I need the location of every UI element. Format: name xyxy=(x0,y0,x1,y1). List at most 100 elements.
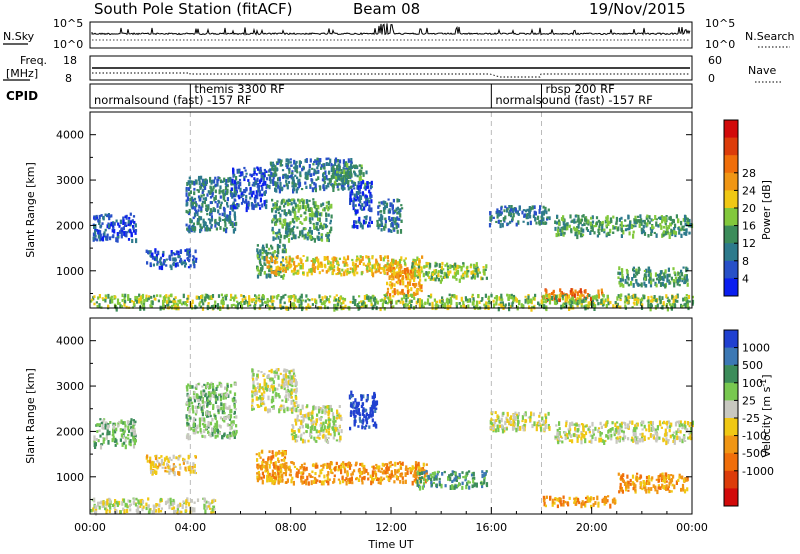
colorbar-tick-label: 12 xyxy=(742,237,756,250)
range-cell xyxy=(279,452,282,455)
range-cell xyxy=(508,294,511,299)
range-cell xyxy=(284,248,287,254)
range-cell xyxy=(364,195,367,199)
range-cell xyxy=(643,219,646,225)
range-cell xyxy=(569,300,572,304)
range-cell xyxy=(648,278,651,284)
range-cell xyxy=(272,163,275,168)
range-cell xyxy=(273,270,276,275)
range-cell xyxy=(259,300,262,303)
range-cell xyxy=(224,406,227,410)
range-cell xyxy=(682,266,685,269)
range-cell xyxy=(589,221,592,224)
range-cell xyxy=(251,407,254,411)
range-cell xyxy=(265,199,268,204)
range-cell xyxy=(506,293,509,297)
range-cell xyxy=(376,262,380,267)
range-cell xyxy=(363,303,366,308)
range-cell xyxy=(222,403,225,408)
range-cell xyxy=(584,300,587,303)
range-cell xyxy=(414,463,418,468)
range-cell xyxy=(328,182,331,185)
range-cell xyxy=(582,294,585,297)
range-cell xyxy=(264,407,267,411)
range-cell xyxy=(358,203,361,207)
range-cell xyxy=(182,301,185,305)
range-cell xyxy=(262,394,265,399)
range-cell xyxy=(164,469,167,473)
range-cell xyxy=(469,265,472,269)
range-cell xyxy=(192,260,195,266)
range-cell xyxy=(606,215,609,220)
range-cell xyxy=(199,186,202,189)
range-cell xyxy=(223,419,226,423)
range-cell xyxy=(685,294,688,297)
range-cell xyxy=(200,175,203,180)
range-cell xyxy=(99,225,102,228)
range-cell xyxy=(530,307,533,312)
range-cell xyxy=(352,271,355,275)
range-cell xyxy=(647,273,650,277)
range-cell xyxy=(294,202,297,206)
range-cell xyxy=(618,305,621,308)
range-cell xyxy=(249,186,252,191)
range-cell xyxy=(326,255,329,261)
range-cell xyxy=(265,273,268,279)
range-cell xyxy=(380,213,383,218)
range-cell xyxy=(672,298,675,304)
range-cell xyxy=(380,216,383,222)
range-cell xyxy=(574,289,577,294)
range-cell xyxy=(291,258,294,263)
range-cell xyxy=(385,293,388,296)
range-cell xyxy=(232,420,235,425)
range-cell xyxy=(193,201,196,205)
range-cell xyxy=(671,222,674,225)
range-cell xyxy=(132,227,135,231)
range-cell xyxy=(335,461,338,465)
range-cell xyxy=(474,264,477,267)
range-cell xyxy=(352,295,355,301)
range-cell xyxy=(235,424,238,428)
nsearch-label: N.Search xyxy=(745,30,795,43)
range-cell xyxy=(233,173,236,177)
range-cell xyxy=(420,269,423,272)
range-cell xyxy=(356,196,359,200)
range-cell xyxy=(289,373,292,377)
range-cell xyxy=(322,202,325,206)
range-cell xyxy=(240,294,243,297)
range-cell xyxy=(315,480,318,484)
range-cell xyxy=(271,302,274,306)
range-cell xyxy=(175,456,178,460)
range-cell xyxy=(233,416,236,419)
range-cell xyxy=(113,440,117,443)
range-cell xyxy=(394,217,397,222)
range-cell xyxy=(308,229,311,233)
range-cell xyxy=(309,184,312,187)
range-cell xyxy=(146,459,149,463)
range-cell xyxy=(240,192,243,196)
range-cell xyxy=(170,304,174,310)
range-cell xyxy=(595,221,598,226)
range-cell xyxy=(214,300,217,304)
range-cell xyxy=(199,300,202,304)
range-cell xyxy=(220,201,223,205)
range-cell xyxy=(351,267,355,273)
range-cell xyxy=(145,249,148,253)
range-cell xyxy=(340,272,343,277)
range-cell xyxy=(198,204,201,209)
range-cell xyxy=(510,293,513,296)
range-cell xyxy=(264,386,267,391)
range-cell xyxy=(121,230,124,233)
range-cell xyxy=(226,406,229,410)
range-cell xyxy=(220,299,224,303)
range-cell xyxy=(617,294,620,298)
range-cell xyxy=(124,427,127,431)
range-cell xyxy=(114,295,117,299)
range-cell xyxy=(585,226,588,231)
range-cell xyxy=(166,462,169,466)
range-cell xyxy=(273,475,276,479)
range-cell xyxy=(293,215,296,220)
range-cell xyxy=(249,304,252,307)
range-cell xyxy=(204,296,207,302)
range-cell xyxy=(185,414,188,419)
